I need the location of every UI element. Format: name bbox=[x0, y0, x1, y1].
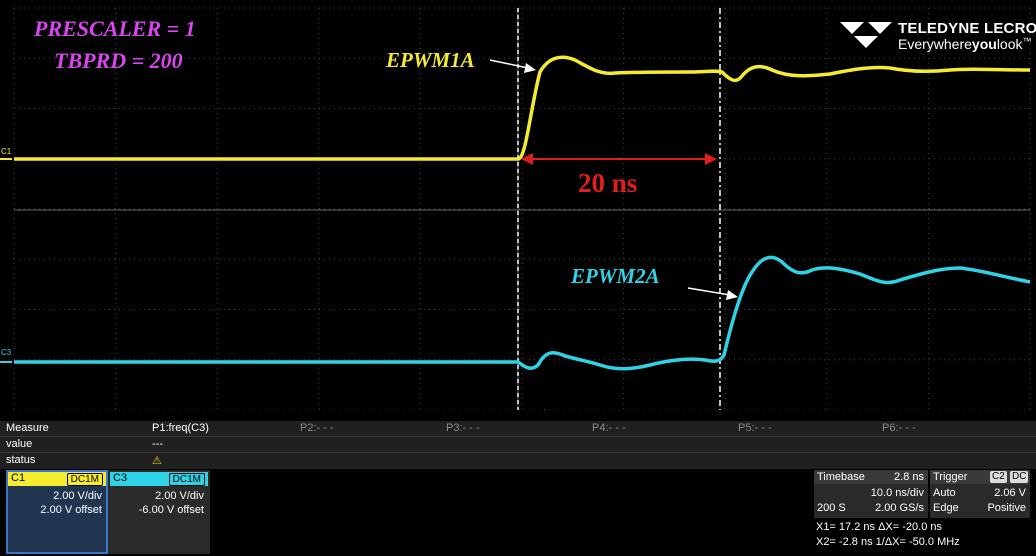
delta-arrow-left-head bbox=[521, 153, 533, 165]
channel-3-name: C3 bbox=[113, 472, 128, 484]
trigger-coupling: DC bbox=[1010, 471, 1029, 483]
tbprd-annotation: TBPRD = 200 bbox=[54, 48, 183, 73]
waveform-grid[interactable]: C1 C3 PRESCALER = 1 TBPRD = 200 EPWM1A EP… bbox=[0, 0, 1036, 410]
channel-1-vdiv: 2.00 V/div bbox=[53, 490, 102, 502]
param-p2[interactable]: P2:- - - bbox=[300, 422, 334, 434]
trigger-level: 2.06 V bbox=[994, 487, 1026, 499]
timebase-samples: 200 S bbox=[817, 502, 846, 514]
trigger-label: Trigger bbox=[933, 471, 968, 483]
timebase-descriptor[interactable]: Timebase 2.8 ns 10.0 ns/div 200 S 2.00 G… bbox=[814, 470, 928, 518]
channel-1-name: C1 bbox=[11, 472, 26, 484]
trigger-source: C2 bbox=[990, 471, 1007, 483]
timebase-tdiv: 10.0 ns/div bbox=[870, 487, 924, 499]
p1-value: --- bbox=[152, 438, 163, 450]
teledyne-logo-icon bbox=[840, 22, 892, 48]
param-p4[interactable]: P4:- - - bbox=[592, 422, 626, 434]
timebase-delay: 2.8 ns bbox=[894, 471, 924, 483]
channel-1-trace bbox=[14, 55, 1031, 161]
channel-3-offset: -6.00 V offset bbox=[138, 504, 204, 516]
epwm1a-pointer-line bbox=[489, 59, 529, 69]
value-row-label: value bbox=[6, 438, 33, 450]
epwm2a-pointer-line bbox=[687, 287, 731, 296]
channel-1-marker-label: C1 bbox=[1, 147, 12, 156]
channel-1-offset: 2.00 V offset bbox=[40, 504, 102, 516]
channel-3-coupling: DC1M bbox=[168, 473, 205, 486]
epwm2a-pointer-head bbox=[726, 290, 738, 300]
warning-icon: ⚠ bbox=[152, 455, 162, 467]
cursor-x2-readout: X2= -2.8 ns 1/ΔX= -50.0 MHz bbox=[816, 536, 960, 548]
epwm2a-label: EPWM2A bbox=[571, 264, 660, 288]
param-p5[interactable]: P5:- - - bbox=[738, 422, 772, 434]
measure-table[interactable]: Measure P1:freq(C3) P2:- - - P3:- - - P4… bbox=[0, 421, 1036, 469]
timebase-label: Timebase bbox=[817, 471, 865, 483]
delta-arrow-right-head bbox=[705, 153, 717, 165]
trigger-mode: Auto bbox=[933, 487, 956, 499]
channel-3-trace bbox=[14, 255, 1031, 371]
logo-brand: TELEDYNE LECROY bbox=[898, 20, 1036, 37]
prescaler-annotation: PRESCALER = 1 bbox=[34, 16, 196, 41]
channel-3-vdiv: 2.00 V/div bbox=[155, 490, 204, 502]
epwm1a-pointer-head bbox=[524, 63, 536, 73]
waveform-display: C1 C3 bbox=[0, 7, 1031, 410]
status-row-label: status bbox=[6, 454, 36, 466]
trigger-position-marker bbox=[544, 409, 546, 410]
channel-3-descriptor[interactable]: C3 DC1M 2.00 V/div -6.00 V offset bbox=[108, 470, 210, 554]
timebase-rate: 2.00 GS/s bbox=[875, 502, 924, 514]
trigger-slope: Positive bbox=[987, 502, 1026, 514]
param-p3[interactable]: P3:- - - bbox=[446, 422, 480, 434]
trigger-type: Edge bbox=[933, 502, 959, 514]
channel-1-coupling: DC1M bbox=[66, 473, 103, 486]
param-p1[interactable]: P1:freq(C3) bbox=[152, 422, 209, 434]
param-p6[interactable]: P6:- - - bbox=[882, 422, 916, 434]
trigger-descriptor[interactable]: Trigger C2 DC Auto 2.06 V Edge Positive bbox=[930, 470, 1030, 518]
logo-tagline: Everywhereyoulook™ bbox=[898, 36, 1032, 52]
channel-3-marker-label: C3 bbox=[1, 348, 12, 357]
delta-time-label: 20 ns bbox=[578, 168, 638, 198]
channel-1-descriptor[interactable]: C1 DC1M 2.00 V/div 2.00 V offset bbox=[6, 470, 108, 554]
measure-header: Measure bbox=[6, 422, 49, 434]
cursor-x1-readout: X1= 17.2 ns ΔX= -20.0 ns bbox=[816, 521, 942, 533]
epwm1a-label: EPWM1A bbox=[386, 48, 475, 72]
